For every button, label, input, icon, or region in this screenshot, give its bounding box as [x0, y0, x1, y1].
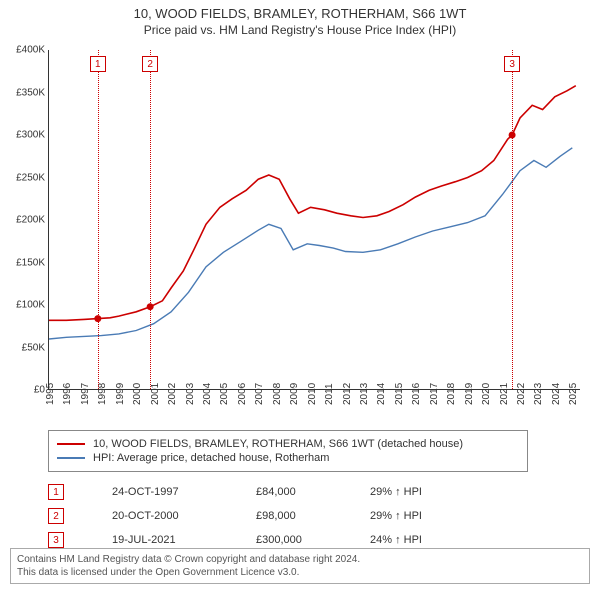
callout-line-3 [512, 50, 513, 389]
series-hpi [49, 148, 572, 339]
y-axis-label: £200K [16, 215, 49, 226]
callout-date: 20-OCT-2000 [112, 510, 232, 522]
callout-vs-hpi: 29% ↑ HPI [370, 510, 470, 522]
y-axis-label: £250K [16, 172, 49, 183]
page-title: 10, WOOD FIELDS, BRAMLEY, ROTHERHAM, S66… [0, 0, 600, 21]
page-subtitle: Price paid vs. HM Land Registry's House … [0, 21, 600, 37]
footnote-line2: This data is licensed under the Open Gov… [17, 566, 583, 579]
footnote: Contains HM Land Registry data © Crown c… [10, 548, 590, 584]
callout-key-3: 3 [48, 532, 64, 548]
callout-line-2 [150, 50, 151, 389]
y-axis-label: £350K [16, 87, 49, 98]
legend-swatch-property [57, 443, 85, 445]
price-chart: £0£50K£100K£150K£200K£250K£300K£350K£400… [48, 50, 580, 390]
legend-swatch-hpi [57, 457, 85, 459]
callout-key-1: 1 [48, 484, 64, 500]
callout-line-1 [98, 50, 99, 389]
callout-vs-hpi: 29% ↑ HPI [370, 486, 470, 498]
y-axis-label: £300K [16, 130, 49, 141]
callout-amount: £98,000 [256, 510, 346, 522]
callout-amount: £84,000 [256, 486, 346, 498]
footnote-line1: Contains HM Land Registry data © Crown c… [17, 553, 583, 566]
legend-label-hpi: HPI: Average price, detached house, Roth… [93, 452, 329, 464]
y-axis-label: £400K [16, 45, 49, 56]
callout-date: 24-OCT-1997 [112, 486, 232, 498]
y-axis-label: £50K [22, 342, 49, 353]
callout-box-1: 1 [90, 56, 106, 72]
callout-row-1: 1 24-OCT-1997 £84,000 29% ↑ HPI [48, 480, 528, 504]
callout-row-2: 2 20-OCT-2000 £98,000 29% ↑ HPI [48, 504, 528, 528]
callout-date: 19-JUL-2021 [112, 534, 232, 546]
callout-amount: £300,000 [256, 534, 346, 546]
callout-box-3: 3 [504, 56, 520, 72]
callout-vs-hpi: 24% ↑ HPI [370, 534, 470, 546]
legend-label-property: 10, WOOD FIELDS, BRAMLEY, ROTHERHAM, S66… [93, 438, 463, 450]
legend: 10, WOOD FIELDS, BRAMLEY, ROTHERHAM, S66… [48, 430, 528, 472]
callout-box-2: 2 [142, 56, 158, 72]
y-axis-label: £100K [16, 300, 49, 311]
y-axis-label: £150K [16, 257, 49, 268]
callout-key-2: 2 [48, 508, 64, 524]
callout-table: 1 24-OCT-1997 £84,000 29% ↑ HPI 2 20-OCT-2000… [48, 480, 528, 552]
series-property [49, 86, 576, 321]
